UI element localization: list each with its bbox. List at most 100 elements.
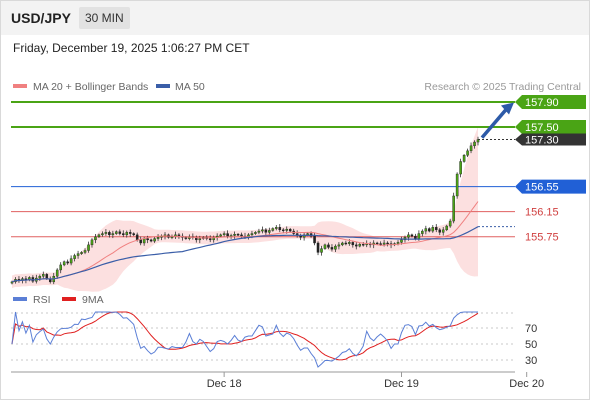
candle	[149, 238, 153, 243]
candle	[97, 233, 101, 238]
candle	[434, 224, 438, 233]
candle-body	[379, 243, 382, 245]
candle	[330, 244, 334, 252]
candle	[334, 244, 337, 253]
candle	[320, 245, 323, 256]
candle	[90, 238, 94, 248]
candle	[428, 227, 431, 233]
candle-body	[236, 234, 240, 236]
candle	[268, 227, 271, 236]
candle	[421, 229, 424, 237]
level-label-155.75: 155.75	[525, 232, 559, 244]
candle-body	[42, 274, 45, 277]
candle-body	[170, 236, 174, 238]
candle-body	[73, 255, 76, 259]
candle-body	[254, 232, 257, 234]
candle-body	[417, 233, 421, 239]
candle-body	[313, 235, 316, 244]
ma20-line	[11, 201, 479, 283]
candle	[115, 230, 118, 235]
candle	[80, 251, 83, 255]
candle	[341, 241, 344, 247]
candle	[466, 148, 469, 157]
candle-body	[469, 145, 473, 152]
candle-body	[55, 269, 59, 277]
candle	[198, 235, 202, 244]
candle-body	[90, 239, 94, 246]
candle-body	[38, 276, 42, 279]
candle-body	[101, 233, 104, 236]
candle	[125, 230, 129, 238]
level-label-156.55: 156.55	[525, 182, 559, 194]
candle	[73, 253, 76, 262]
candle	[462, 153, 466, 163]
candle-body	[69, 258, 73, 264]
candle-body	[115, 231, 118, 234]
candle	[66, 259, 69, 265]
candle-body	[473, 141, 476, 147]
candle-body	[271, 228, 275, 231]
candle-body	[306, 233, 309, 236]
candle-body	[281, 229, 285, 232]
candle-body	[83, 250, 87, 253]
candle-body	[275, 227, 278, 229]
candle-body	[250, 233, 254, 236]
candle-body	[94, 236, 97, 241]
candle	[476, 136, 480, 146]
candle	[254, 231, 257, 235]
candle-body	[334, 245, 337, 250]
candle-body	[396, 242, 400, 244]
candle-body	[278, 227, 282, 231]
candle	[208, 235, 212, 243]
candle	[452, 192, 455, 224]
candle-body	[233, 234, 236, 236]
candle	[281, 228, 285, 234]
candle-body	[139, 239, 142, 244]
candle-body	[261, 229, 264, 232]
credit-text: Research © 2025 Trading Central	[424, 81, 581, 93]
candle	[355, 242, 358, 250]
candle	[400, 236, 403, 245]
ma50-legend-swatch	[156, 84, 170, 88]
forecast-arrow-shaft	[480, 107, 509, 139]
candle	[222, 231, 226, 237]
candle-body	[80, 252, 83, 254]
ma50-legend-label: MA 50	[175, 81, 205, 93]
candle	[459, 158, 462, 178]
candle	[264, 228, 268, 236]
rsi-legend-swatch	[13, 297, 27, 301]
rsi-legend-label: RSI	[33, 294, 51, 306]
last-price-label: 157.30	[525, 135, 559, 147]
candle-body	[198, 238, 202, 241]
candle	[87, 241, 90, 253]
candle	[455, 172, 459, 199]
candle-body	[184, 237, 188, 239]
candle	[111, 230, 115, 239]
candle-body	[87, 244, 90, 251]
candle-body	[257, 230, 261, 233]
candle-body	[59, 264, 62, 271]
candle	[156, 234, 160, 241]
candle-body	[344, 242, 348, 245]
candle-body	[459, 161, 462, 175]
candle-body	[153, 238, 156, 242]
candle-body	[337, 244, 341, 247]
candle-body	[441, 229, 445, 233]
candle	[473, 140, 476, 149]
candle	[337, 242, 341, 250]
candle-body	[316, 242, 320, 253]
rsi-tick-70: 70	[525, 323, 537, 335]
candle	[358, 242, 362, 248]
candle-body	[132, 233, 135, 236]
candle-body	[382, 242, 386, 245]
bollinger-band	[12, 126, 478, 292]
candle-body	[97, 234, 101, 237]
interval-button[interactable]: 30 MIN	[79, 7, 130, 29]
candle-body	[445, 225, 448, 231]
candle-body	[400, 239, 403, 243]
candle-body	[330, 247, 334, 250]
candle-body	[424, 228, 428, 232]
candle	[59, 262, 62, 274]
candle	[62, 260, 66, 267]
candle-body	[142, 238, 146, 244]
